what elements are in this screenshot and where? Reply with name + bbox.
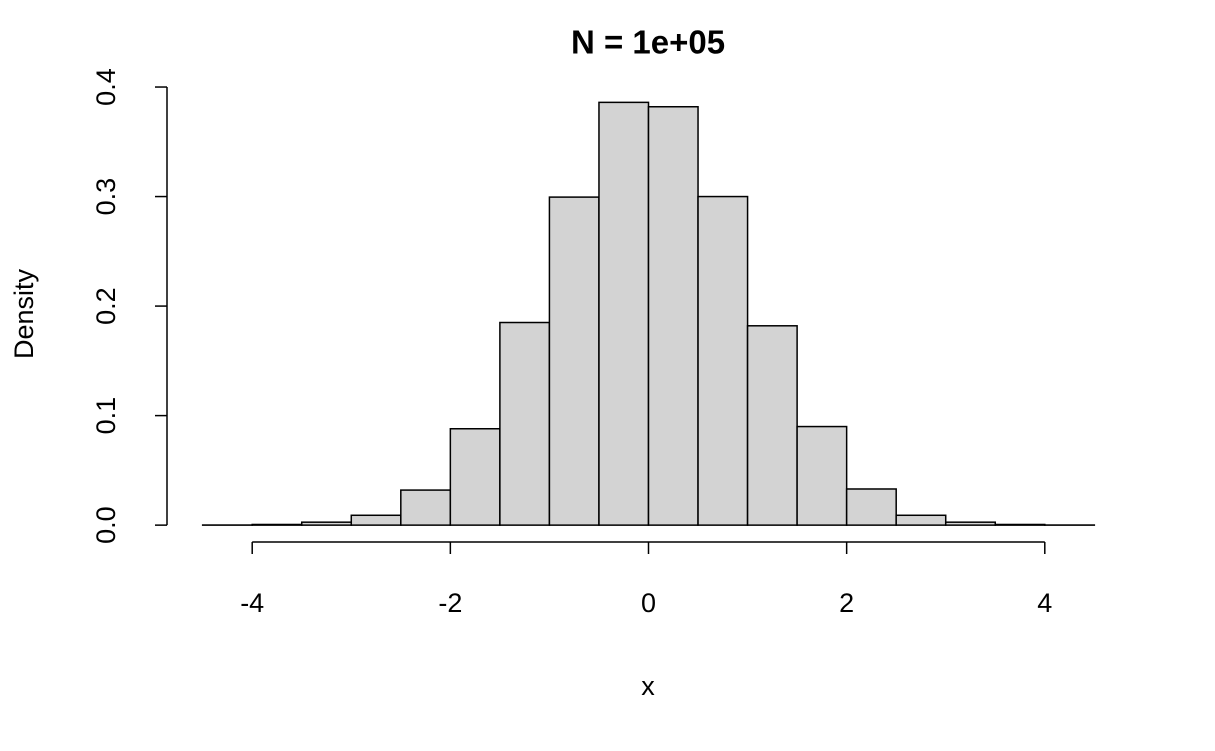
bar: [746, 325, 798, 526]
bar: [697, 195, 749, 526]
bar: [845, 488, 897, 526]
x-axis-label: x: [641, 671, 655, 701]
bar: [994, 523, 1046, 526]
bar: [944, 521, 997, 526]
x-tick-label: -4: [240, 588, 264, 618]
bar: [598, 101, 650, 526]
bar: [796, 425, 848, 526]
bar: [647, 105, 699, 526]
x-tick-label: 0: [641, 588, 656, 618]
y-tick-label: 0.0: [91, 506, 121, 544]
y-tick-label: 0.2: [91, 287, 121, 325]
bar: [300, 521, 353, 526]
bar: [449, 428, 501, 526]
x-tick-label: 2: [839, 588, 854, 618]
bar: [350, 514, 402, 526]
x-tick-label: 4: [1037, 588, 1052, 618]
bar: [251, 523, 303, 526]
y-tick-label: 0.4: [91, 68, 121, 106]
bar: [400, 489, 452, 526]
bar: [895, 514, 947, 526]
bar: [548, 196, 600, 526]
y-tick-label: 0.3: [91, 178, 121, 216]
y-axis-label: Density: [9, 268, 39, 359]
x-tick-label: -2: [438, 588, 462, 618]
bar: [499, 321, 551, 526]
chart-title: N = 1e+05: [571, 24, 725, 61]
y-tick-label: 0.1: [91, 397, 121, 435]
